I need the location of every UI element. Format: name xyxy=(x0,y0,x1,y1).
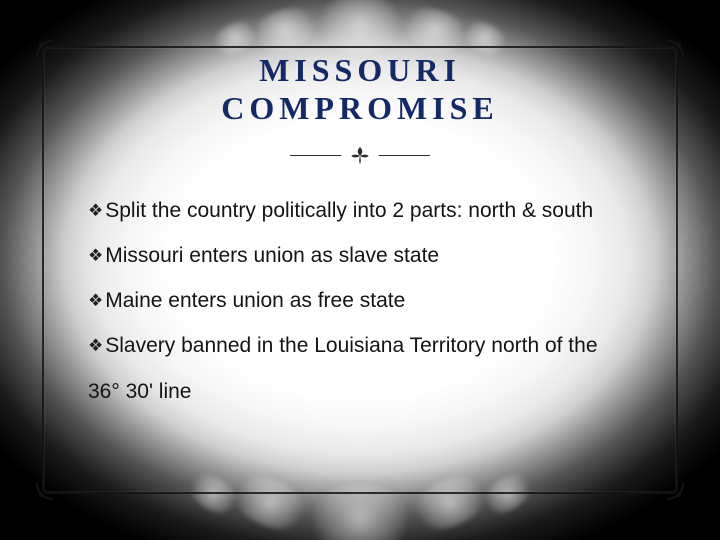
slide-title: MISSOURI COMPROMISE xyxy=(0,52,720,128)
frame-corner-icon xyxy=(36,482,54,500)
list-item: ❖Maine enters union as free state xyxy=(88,278,632,323)
diamond-bullet-icon: ❖ xyxy=(88,283,103,320)
list-item-text: Missouri enters union as slave state xyxy=(105,244,439,267)
list-item: ❖Missouri enters union as slave state xyxy=(88,233,632,278)
list-item-text: Split the country politically into 2 par… xyxy=(105,199,593,222)
list-item-text: Slavery banned in the Louisiana Territor… xyxy=(88,334,598,402)
diamond-bullet-icon: ❖ xyxy=(88,328,103,365)
slide-root: MISSOURI COMPROMISE ❖Split the country p… xyxy=(0,0,720,540)
divider-ornament-icon xyxy=(347,144,373,166)
title-line-1: MISSOURI xyxy=(259,52,461,88)
title-line-2: COMPROMISE xyxy=(221,90,499,126)
list-item: ❖Slavery banned in the Louisiana Territo… xyxy=(88,323,632,413)
list-item-text: Maine enters union as free state xyxy=(105,289,405,312)
diamond-bullet-icon: ❖ xyxy=(88,238,103,275)
diamond-bullet-icon: ❖ xyxy=(88,193,103,230)
bullet-list: ❖Split the country politically into 2 pa… xyxy=(88,188,632,414)
title-divider xyxy=(290,144,430,166)
frame-corner-icon xyxy=(666,482,684,500)
list-item: ❖Split the country politically into 2 pa… xyxy=(88,188,632,233)
